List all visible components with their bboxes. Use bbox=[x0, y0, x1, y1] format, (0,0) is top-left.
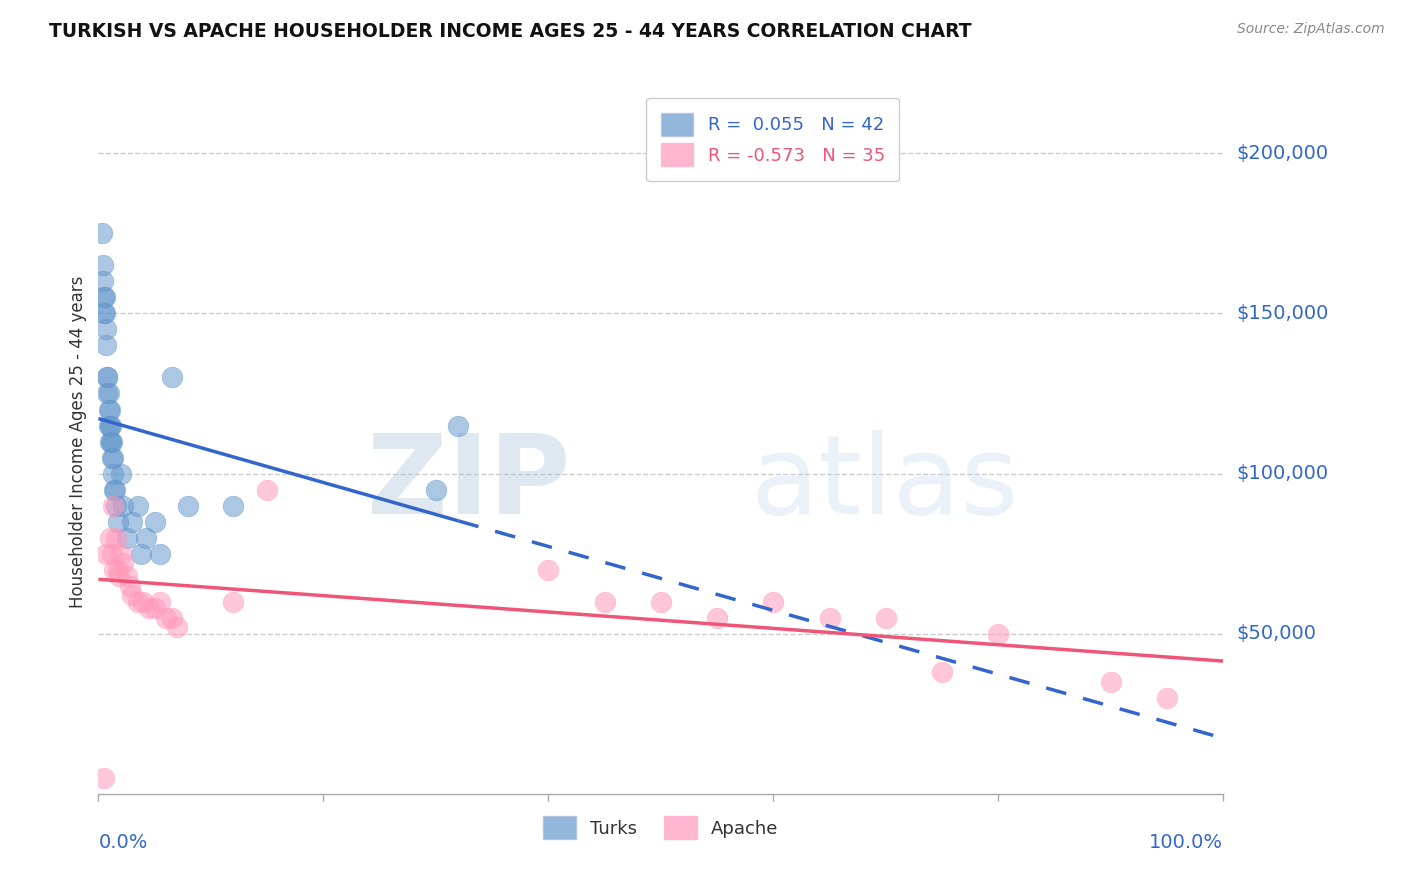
Point bbox=[115, 531, 138, 545]
Point bbox=[129, 547, 152, 561]
Point bbox=[110, 467, 132, 481]
Point bbox=[101, 499, 124, 513]
Point bbox=[100, 418, 122, 433]
Point bbox=[101, 547, 124, 561]
Point bbox=[177, 499, 200, 513]
Point bbox=[160, 370, 183, 384]
Point bbox=[104, 483, 127, 497]
Text: $100,000: $100,000 bbox=[1237, 464, 1329, 483]
Point bbox=[91, 259, 114, 273]
Point bbox=[98, 402, 121, 417]
Point bbox=[222, 595, 245, 609]
Point bbox=[256, 483, 278, 497]
Point bbox=[127, 595, 149, 609]
Text: $150,000: $150,000 bbox=[1237, 304, 1329, 323]
Point bbox=[818, 610, 841, 624]
Point bbox=[118, 579, 141, 593]
Point bbox=[98, 418, 121, 433]
Point bbox=[127, 499, 149, 513]
Point bbox=[97, 418, 120, 433]
Point bbox=[96, 322, 118, 336]
Point bbox=[143, 515, 166, 529]
Point bbox=[875, 610, 897, 624]
Point bbox=[103, 563, 125, 577]
Point bbox=[115, 569, 138, 583]
Point bbox=[155, 610, 177, 624]
Point bbox=[93, 290, 115, 304]
Point bbox=[132, 595, 155, 609]
Point bbox=[105, 531, 128, 545]
Point bbox=[706, 610, 728, 624]
Point bbox=[931, 665, 953, 680]
Point bbox=[98, 434, 121, 449]
Point bbox=[166, 620, 188, 634]
Point bbox=[96, 370, 118, 384]
Point bbox=[91, 274, 114, 288]
Point bbox=[96, 338, 118, 352]
Point bbox=[96, 370, 118, 384]
Point bbox=[138, 601, 160, 615]
Point bbox=[107, 563, 129, 577]
Point bbox=[160, 610, 183, 624]
Point bbox=[1099, 674, 1122, 689]
Point bbox=[103, 483, 125, 497]
Point bbox=[537, 563, 560, 577]
Point bbox=[107, 515, 129, 529]
Point bbox=[143, 601, 166, 615]
Point bbox=[101, 434, 124, 449]
Point bbox=[101, 450, 124, 465]
Point bbox=[96, 547, 118, 561]
Point bbox=[94, 306, 117, 320]
Point bbox=[149, 547, 172, 561]
Point bbox=[94, 290, 117, 304]
Text: 0.0%: 0.0% bbox=[98, 832, 148, 852]
Point bbox=[110, 547, 132, 561]
Point bbox=[593, 595, 616, 609]
Text: $200,000: $200,000 bbox=[1237, 144, 1329, 162]
Point bbox=[447, 418, 470, 433]
Point bbox=[135, 531, 157, 545]
Text: atlas: atlas bbox=[751, 430, 1019, 537]
Point bbox=[762, 595, 785, 609]
Point bbox=[97, 402, 120, 417]
Text: TURKISH VS APACHE HOUSEHOLDER INCOME AGES 25 - 44 YEARS CORRELATION CHART: TURKISH VS APACHE HOUSEHOLDER INCOME AGE… bbox=[49, 22, 972, 41]
Point bbox=[101, 467, 124, 481]
Point bbox=[222, 499, 245, 513]
Point bbox=[100, 434, 122, 449]
Point bbox=[90, 227, 112, 241]
Point bbox=[425, 483, 447, 497]
Point bbox=[93, 306, 115, 320]
Point bbox=[650, 595, 672, 609]
Point bbox=[107, 569, 129, 583]
Point bbox=[97, 386, 120, 401]
Point bbox=[112, 499, 135, 513]
Point bbox=[112, 556, 135, 570]
Text: $50,000: $50,000 bbox=[1237, 624, 1316, 643]
Point bbox=[98, 531, 121, 545]
Point bbox=[987, 626, 1010, 640]
Text: ZIP: ZIP bbox=[367, 430, 571, 537]
Point bbox=[105, 499, 128, 513]
Point bbox=[96, 386, 118, 401]
Legend: Turks, Apache: Turks, Apache bbox=[534, 807, 787, 848]
Point bbox=[149, 595, 172, 609]
Point bbox=[1156, 690, 1178, 705]
Text: Source: ZipAtlas.com: Source: ZipAtlas.com bbox=[1237, 22, 1385, 37]
Point bbox=[101, 450, 124, 465]
Text: 100.0%: 100.0% bbox=[1149, 832, 1223, 852]
Point bbox=[121, 588, 143, 602]
Point bbox=[93, 771, 115, 785]
Point bbox=[121, 515, 143, 529]
Y-axis label: Householder Income Ages 25 - 44 years: Householder Income Ages 25 - 44 years bbox=[69, 276, 87, 607]
